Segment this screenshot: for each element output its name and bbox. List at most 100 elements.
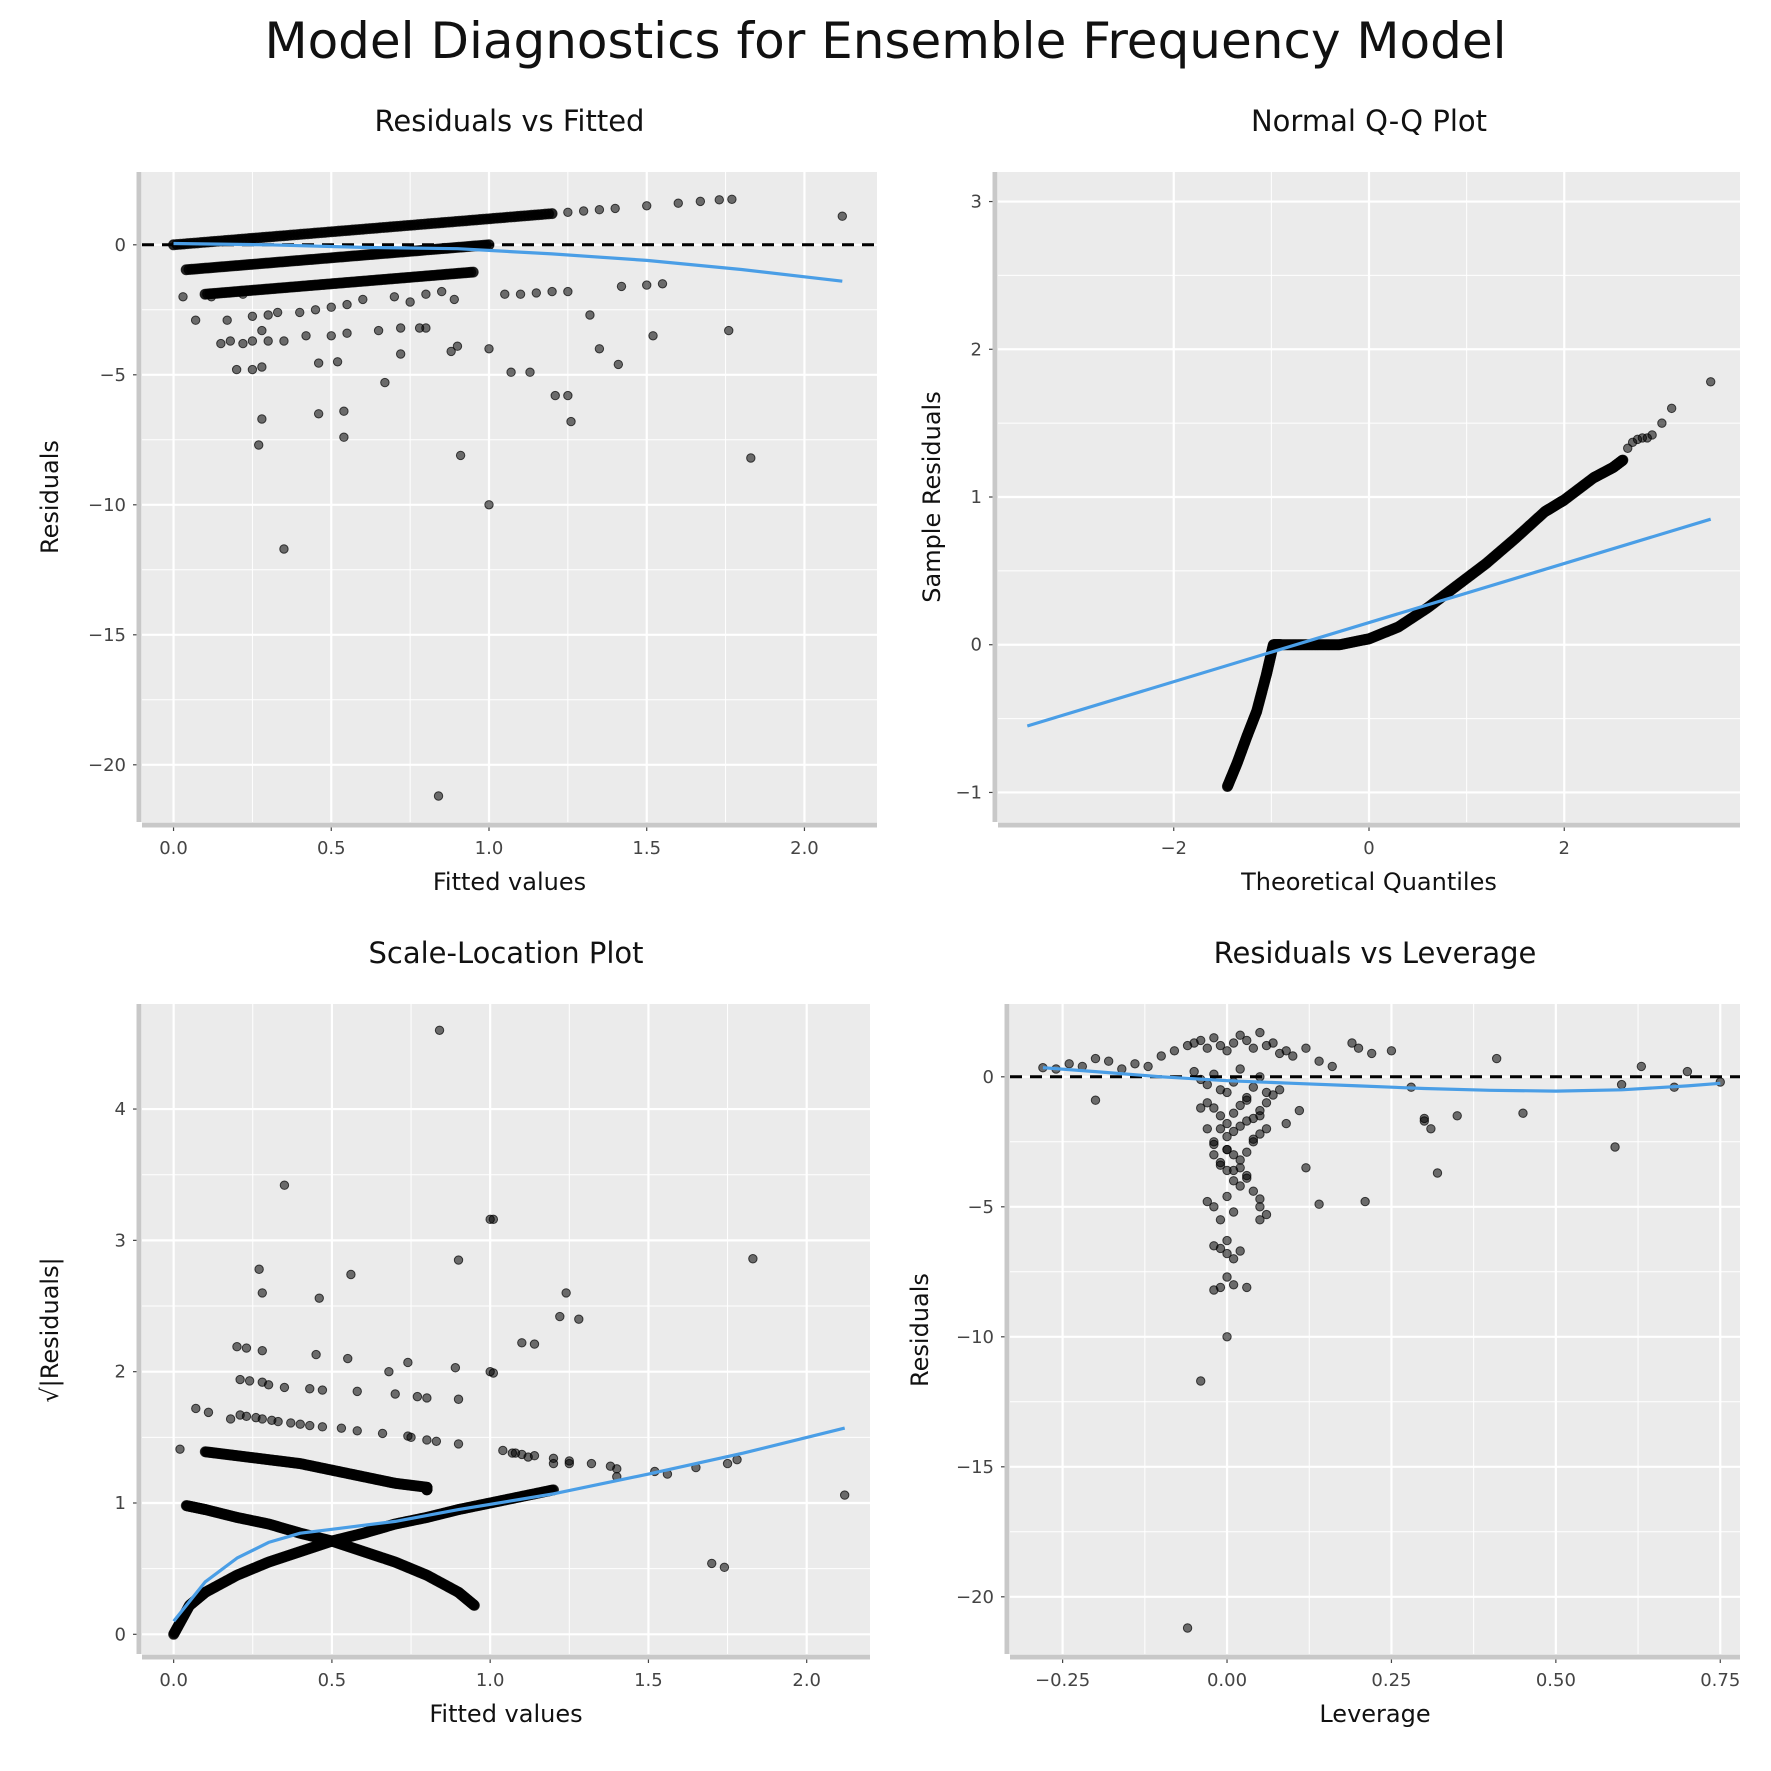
data-point: [1228, 1280, 1239, 1290]
data-point: [1235, 1030, 1245, 1040]
smooth-trend-line: [1042, 1066, 1721, 1093]
data-point: [1518, 1108, 1528, 1118]
data-point: [231, 234, 242, 245]
data-point: [305, 1384, 315, 1394]
data-point: [247, 233, 258, 244]
data-point: [1261, 1098, 1272, 1108]
data-point: [1281, 1118, 1291, 1129]
data-point: [263, 1380, 274, 1390]
data-point: [1419, 1113, 1430, 1124]
data-point: [1255, 1129, 1265, 1139]
data-point: [610, 203, 620, 214]
data-point: [1314, 1056, 1324, 1066]
data-point: [1261, 1209, 1272, 1220]
x-tick-label: 0.5: [318, 1670, 347, 1691]
data-point: [346, 1269, 356, 1280]
data-point: [525, 367, 535, 377]
data-point: [1189, 1066, 1199, 1077]
data-point: [642, 201, 652, 211]
data-point: [506, 367, 516, 377]
data-point: [279, 336, 289, 346]
data-point: [1235, 1155, 1245, 1165]
data-point: [222, 315, 232, 325]
data-point: [453, 1439, 464, 1449]
data-point: [695, 196, 706, 207]
y-tick-label: −20: [956, 1587, 994, 1608]
data-point: [531, 288, 542, 298]
data-point: [1248, 1186, 1259, 1196]
y-tick-label: −10: [88, 495, 126, 516]
data-point: [498, 1445, 508, 1456]
data-point: [1281, 1046, 1291, 1056]
data-point: [484, 500, 494, 510]
data-point: [339, 406, 349, 416]
data-point: [1294, 1105, 1305, 1116]
x-axis-label: Theoretical Quantiles: [1240, 868, 1497, 896]
data-point: [263, 336, 273, 346]
data-point: [1222, 1272, 1232, 1282]
data-point: [247, 336, 258, 346]
panel-title: Residuals vs Fitted: [375, 104, 645, 138]
data-point: [1130, 1059, 1140, 1069]
data-point: [257, 362, 267, 372]
data-point: [314, 1293, 324, 1303]
data-point: [500, 212, 510, 223]
data-point: [279, 231, 289, 241]
data-point: [436, 218, 447, 228]
data-point: [257, 1345, 267, 1356]
data-point: [531, 210, 542, 220]
data-point: [317, 1422, 328, 1432]
data-point: [1196, 1035, 1206, 1046]
data-point: [1682, 1066, 1693, 1077]
y-axis-label: Residuals: [906, 1273, 934, 1387]
data-point: [1228, 1038, 1239, 1048]
data-point: [1222, 1332, 1232, 1342]
data-point: [1222, 1248, 1232, 1259]
data-point: [657, 279, 668, 289]
x-tick-label: 1.5: [634, 1670, 663, 1691]
data-point: [1215, 1243, 1226, 1254]
data-point: [1209, 1103, 1219, 1113]
data-point: [421, 289, 431, 299]
data-point: [279, 1382, 290, 1393]
data-point: [1242, 1095, 1252, 1105]
data-point: [301, 331, 311, 341]
panel-background: [1010, 1004, 1740, 1654]
data-point: [561, 1288, 571, 1298]
data-point: [719, 1562, 730, 1573]
x-tick-label: 0.5: [317, 838, 346, 859]
data-point: [422, 1393, 432, 1403]
data-point: [342, 225, 352, 236]
data-point: [352, 1386, 362, 1397]
data-point: [1636, 1061, 1647, 1072]
data-point: [616, 281, 627, 292]
data-point: [1196, 1103, 1206, 1113]
y-tick-label: −5: [967, 1197, 994, 1218]
data-point: [403, 1357, 413, 1368]
data-point: [1103, 1056, 1114, 1066]
data-point: [178, 292, 188, 302]
data-point: [431, 1436, 442, 1446]
data-point: [746, 453, 756, 463]
data-point: [1452, 1111, 1462, 1121]
y-axis-label: Sample Residuals: [918, 391, 946, 602]
data-point: [1222, 1131, 1232, 1142]
data-point: [1248, 1082, 1259, 1092]
data-point: [358, 294, 368, 305]
data-point: [613, 359, 624, 370]
x-tick-label: 0.00: [1207, 1670, 1247, 1691]
x-axis-label: Fitted values: [433, 868, 586, 896]
x-tick-label: 0.25: [1371, 1670, 1411, 1691]
data-point: [1242, 1282, 1252, 1293]
data-point: [1090, 1095, 1101, 1105]
data-point: [263, 232, 273, 242]
data-point: [453, 1394, 464, 1404]
data-point: [1610, 1142, 1620, 1152]
data-point: [563, 390, 573, 401]
data-point: [405, 297, 415, 307]
data-point: [241, 1411, 252, 1422]
data-point: [1228, 1108, 1239, 1118]
x-tick-label: 2.0: [792, 1670, 821, 1691]
y-axis-label: Residuals: [36, 440, 64, 554]
data-point: [313, 358, 324, 368]
